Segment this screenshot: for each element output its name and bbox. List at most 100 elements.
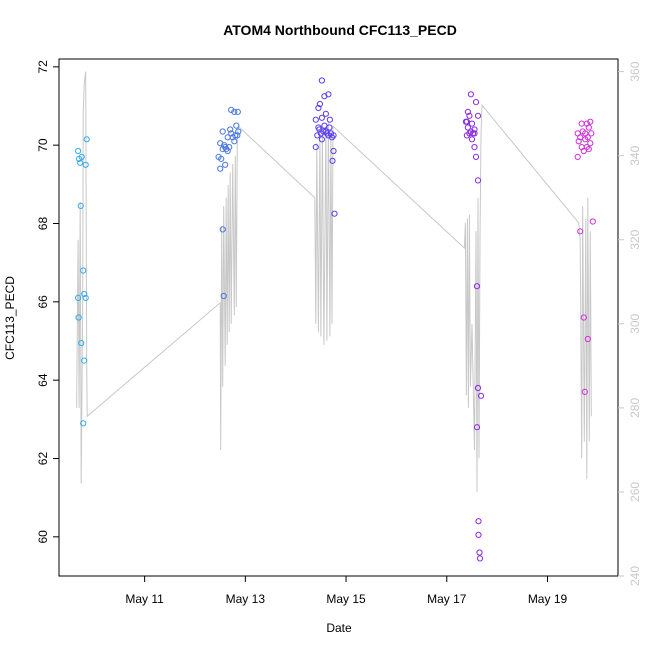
data-point bbox=[578, 120, 585, 127]
x-axis-label: Date bbox=[326, 621, 352, 635]
data-point bbox=[81, 290, 88, 298]
data-point bbox=[83, 136, 90, 143]
data-point bbox=[232, 132, 239, 139]
data-point bbox=[476, 549, 483, 556]
data-point bbox=[584, 335, 591, 343]
data-point bbox=[580, 314, 587, 321]
data-point bbox=[329, 157, 336, 164]
data-point bbox=[231, 108, 238, 116]
data-point bbox=[312, 144, 319, 151]
data-point bbox=[472, 99, 480, 106]
data-point bbox=[464, 124, 471, 131]
data-point bbox=[477, 392, 485, 399]
y-right-tick-label: 360 bbox=[628, 61, 642, 81]
altitude-trace-line bbox=[76, 71, 592, 492]
y-tick-label: 60 bbox=[36, 530, 50, 544]
data-point bbox=[82, 294, 89, 301]
data-point bbox=[80, 267, 87, 274]
data-point bbox=[471, 144, 478, 151]
data-point bbox=[315, 104, 322, 112]
data-point bbox=[471, 130, 478, 137]
data-point bbox=[467, 91, 474, 98]
data-point bbox=[321, 122, 328, 129]
data-point bbox=[322, 110, 329, 117]
y-right-tick-label: 340 bbox=[628, 145, 642, 165]
y-tick-label: 66 bbox=[36, 295, 50, 309]
data-point bbox=[318, 114, 325, 121]
data-point bbox=[471, 126, 478, 133]
data-point bbox=[224, 147, 231, 155]
data-point bbox=[330, 132, 337, 139]
series-flight-2 bbox=[215, 106, 242, 300]
data-point bbox=[219, 128, 226, 135]
y-tick-label: 62 bbox=[36, 452, 50, 466]
y-tick-label: 64 bbox=[36, 373, 50, 387]
data-point bbox=[474, 177, 482, 184]
y-right-tick-label: 300 bbox=[628, 313, 642, 333]
chart-title: ATOM4 Northbound CFC113_PECD bbox=[223, 22, 457, 38]
y-right-tick-label: 240 bbox=[628, 566, 642, 586]
data-point bbox=[585, 146, 592, 153]
data-point bbox=[320, 128, 327, 135]
data-point bbox=[326, 116, 333, 123]
data-point bbox=[587, 118, 594, 125]
x-tick-label: May 17 bbox=[427, 592, 467, 606]
data-point bbox=[476, 555, 484, 562]
data-point bbox=[233, 122, 240, 129]
data-point bbox=[588, 130, 595, 137]
data-point bbox=[468, 120, 476, 127]
data-point bbox=[318, 136, 325, 143]
y-right-tick-label: 280 bbox=[628, 398, 642, 418]
series-flight-5 bbox=[574, 118, 596, 395]
data-point bbox=[464, 108, 471, 116]
points-layer bbox=[75, 77, 596, 562]
data-point bbox=[331, 210, 338, 217]
data-point bbox=[312, 116, 319, 123]
data-point bbox=[316, 100, 323, 108]
data-point bbox=[585, 124, 592, 131]
data-point bbox=[474, 384, 482, 392]
data-point bbox=[80, 420, 87, 427]
data-point bbox=[228, 106, 235, 114]
data-point bbox=[219, 226, 226, 233]
series-flight-1 bbox=[75, 136, 90, 427]
y-tick-label: 72 bbox=[36, 60, 50, 74]
data-point bbox=[81, 357, 88, 364]
x-tick-label: May 13 bbox=[226, 592, 266, 606]
y-right-tick-label: 320 bbox=[628, 229, 642, 249]
data-point bbox=[575, 138, 582, 145]
data-point bbox=[318, 77, 325, 84]
y-tick-label: 68 bbox=[36, 217, 50, 231]
data-point bbox=[577, 228, 584, 235]
data-point bbox=[473, 424, 481, 431]
series-flight-4 bbox=[462, 91, 485, 562]
data-point bbox=[475, 518, 482, 525]
data-point bbox=[475, 531, 482, 539]
data-point bbox=[227, 126, 234, 133]
data-point bbox=[474, 112, 482, 119]
data-point bbox=[330, 147, 337, 155]
data-point bbox=[581, 388, 588, 395]
y-axis-right: 240 260 280 300 320 340 360 bbox=[618, 61, 642, 586]
data-point bbox=[218, 155, 225, 162]
data-point bbox=[217, 140, 224, 147]
data-point bbox=[587, 140, 594, 147]
data-point bbox=[463, 118, 470, 125]
y-right-tick-label: 260 bbox=[628, 482, 642, 502]
y-tick-label: 70 bbox=[36, 138, 50, 152]
data-point bbox=[325, 91, 332, 98]
x-tick-label: May 11 bbox=[125, 592, 164, 606]
data-point bbox=[234, 108, 241, 116]
data-point bbox=[468, 136, 476, 143]
data-point bbox=[466, 112, 473, 119]
data-point bbox=[473, 283, 481, 290]
data-point bbox=[82, 161, 89, 168]
data-point bbox=[226, 144, 233, 151]
data-point bbox=[222, 161, 229, 168]
data-point bbox=[78, 339, 85, 347]
data-point bbox=[77, 159, 84, 166]
data-point bbox=[582, 130, 589, 137]
x-tick-label: May 19 bbox=[528, 592, 568, 606]
